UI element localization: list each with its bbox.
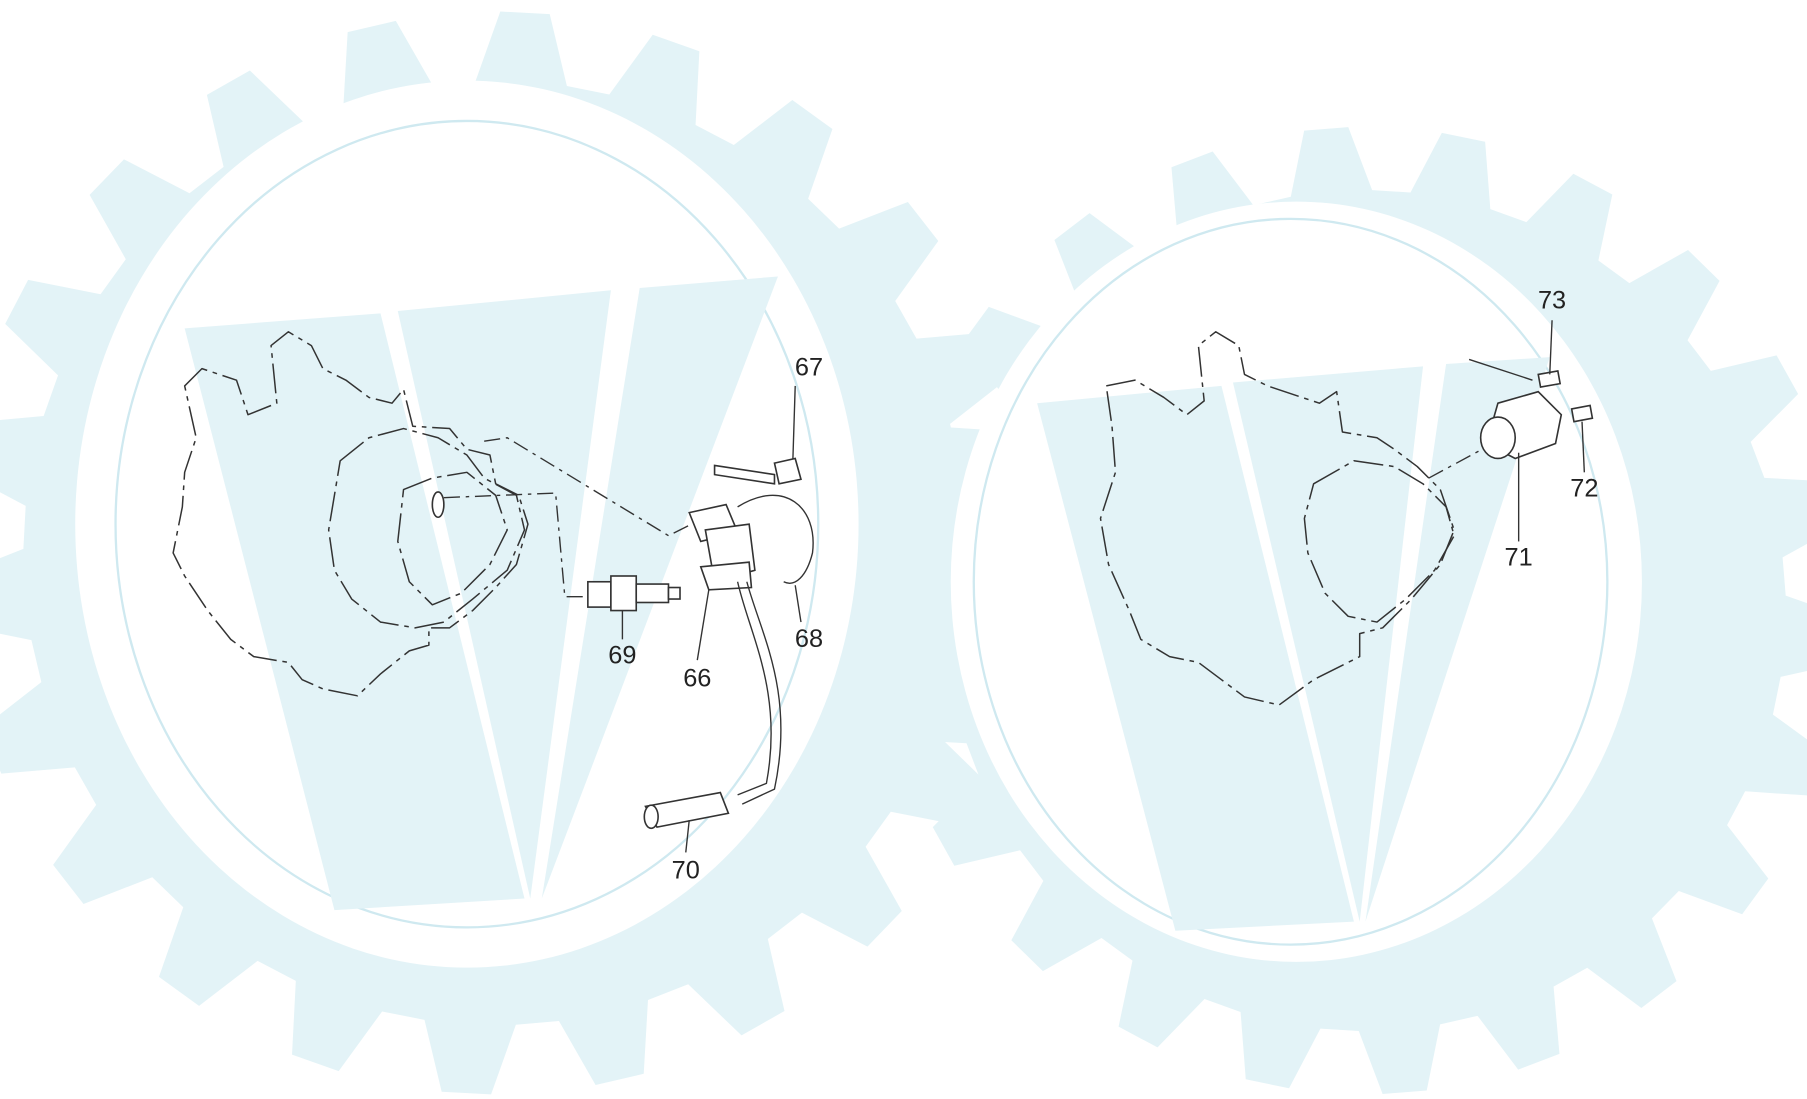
callout: 67 (795, 353, 823, 381)
parts-diagram: 66 67 68 69 70 71 72 73 (0, 0, 1807, 1099)
callout: 71 (1505, 543, 1533, 571)
callout: 68 (795, 625, 823, 653)
callout: 69 (608, 641, 636, 669)
watermark (0, 12, 1807, 1095)
callout: 73 (1538, 287, 1566, 315)
callout: 70 (672, 857, 700, 885)
bolt (774, 458, 800, 483)
plug-hole (432, 492, 444, 517)
callout: 72 (1570, 474, 1598, 502)
callout: 66 (683, 664, 711, 692)
